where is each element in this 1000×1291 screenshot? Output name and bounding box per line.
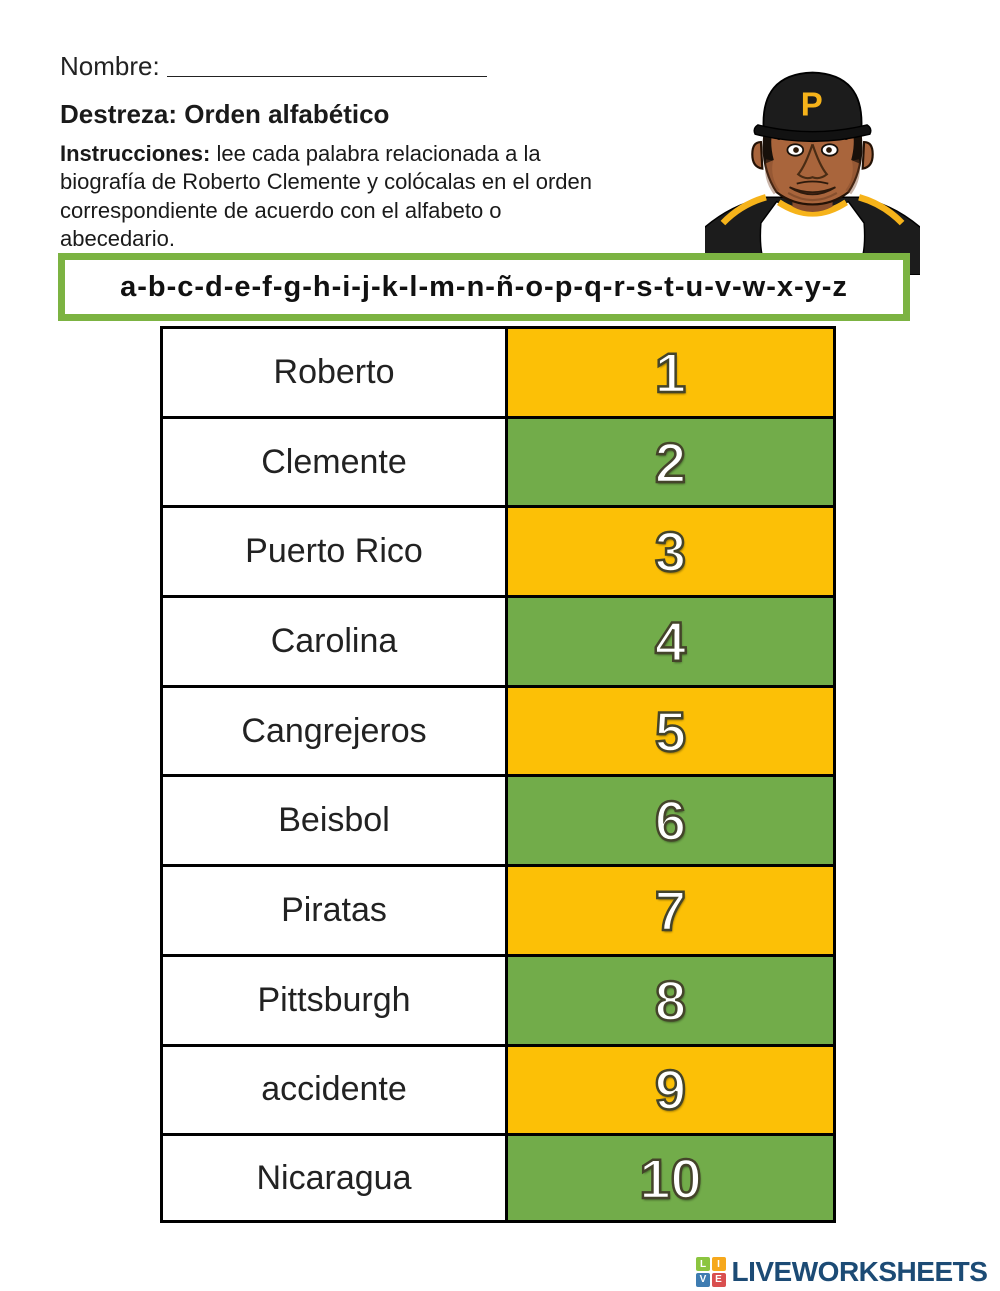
svg-text:P: P — [801, 86, 823, 123]
